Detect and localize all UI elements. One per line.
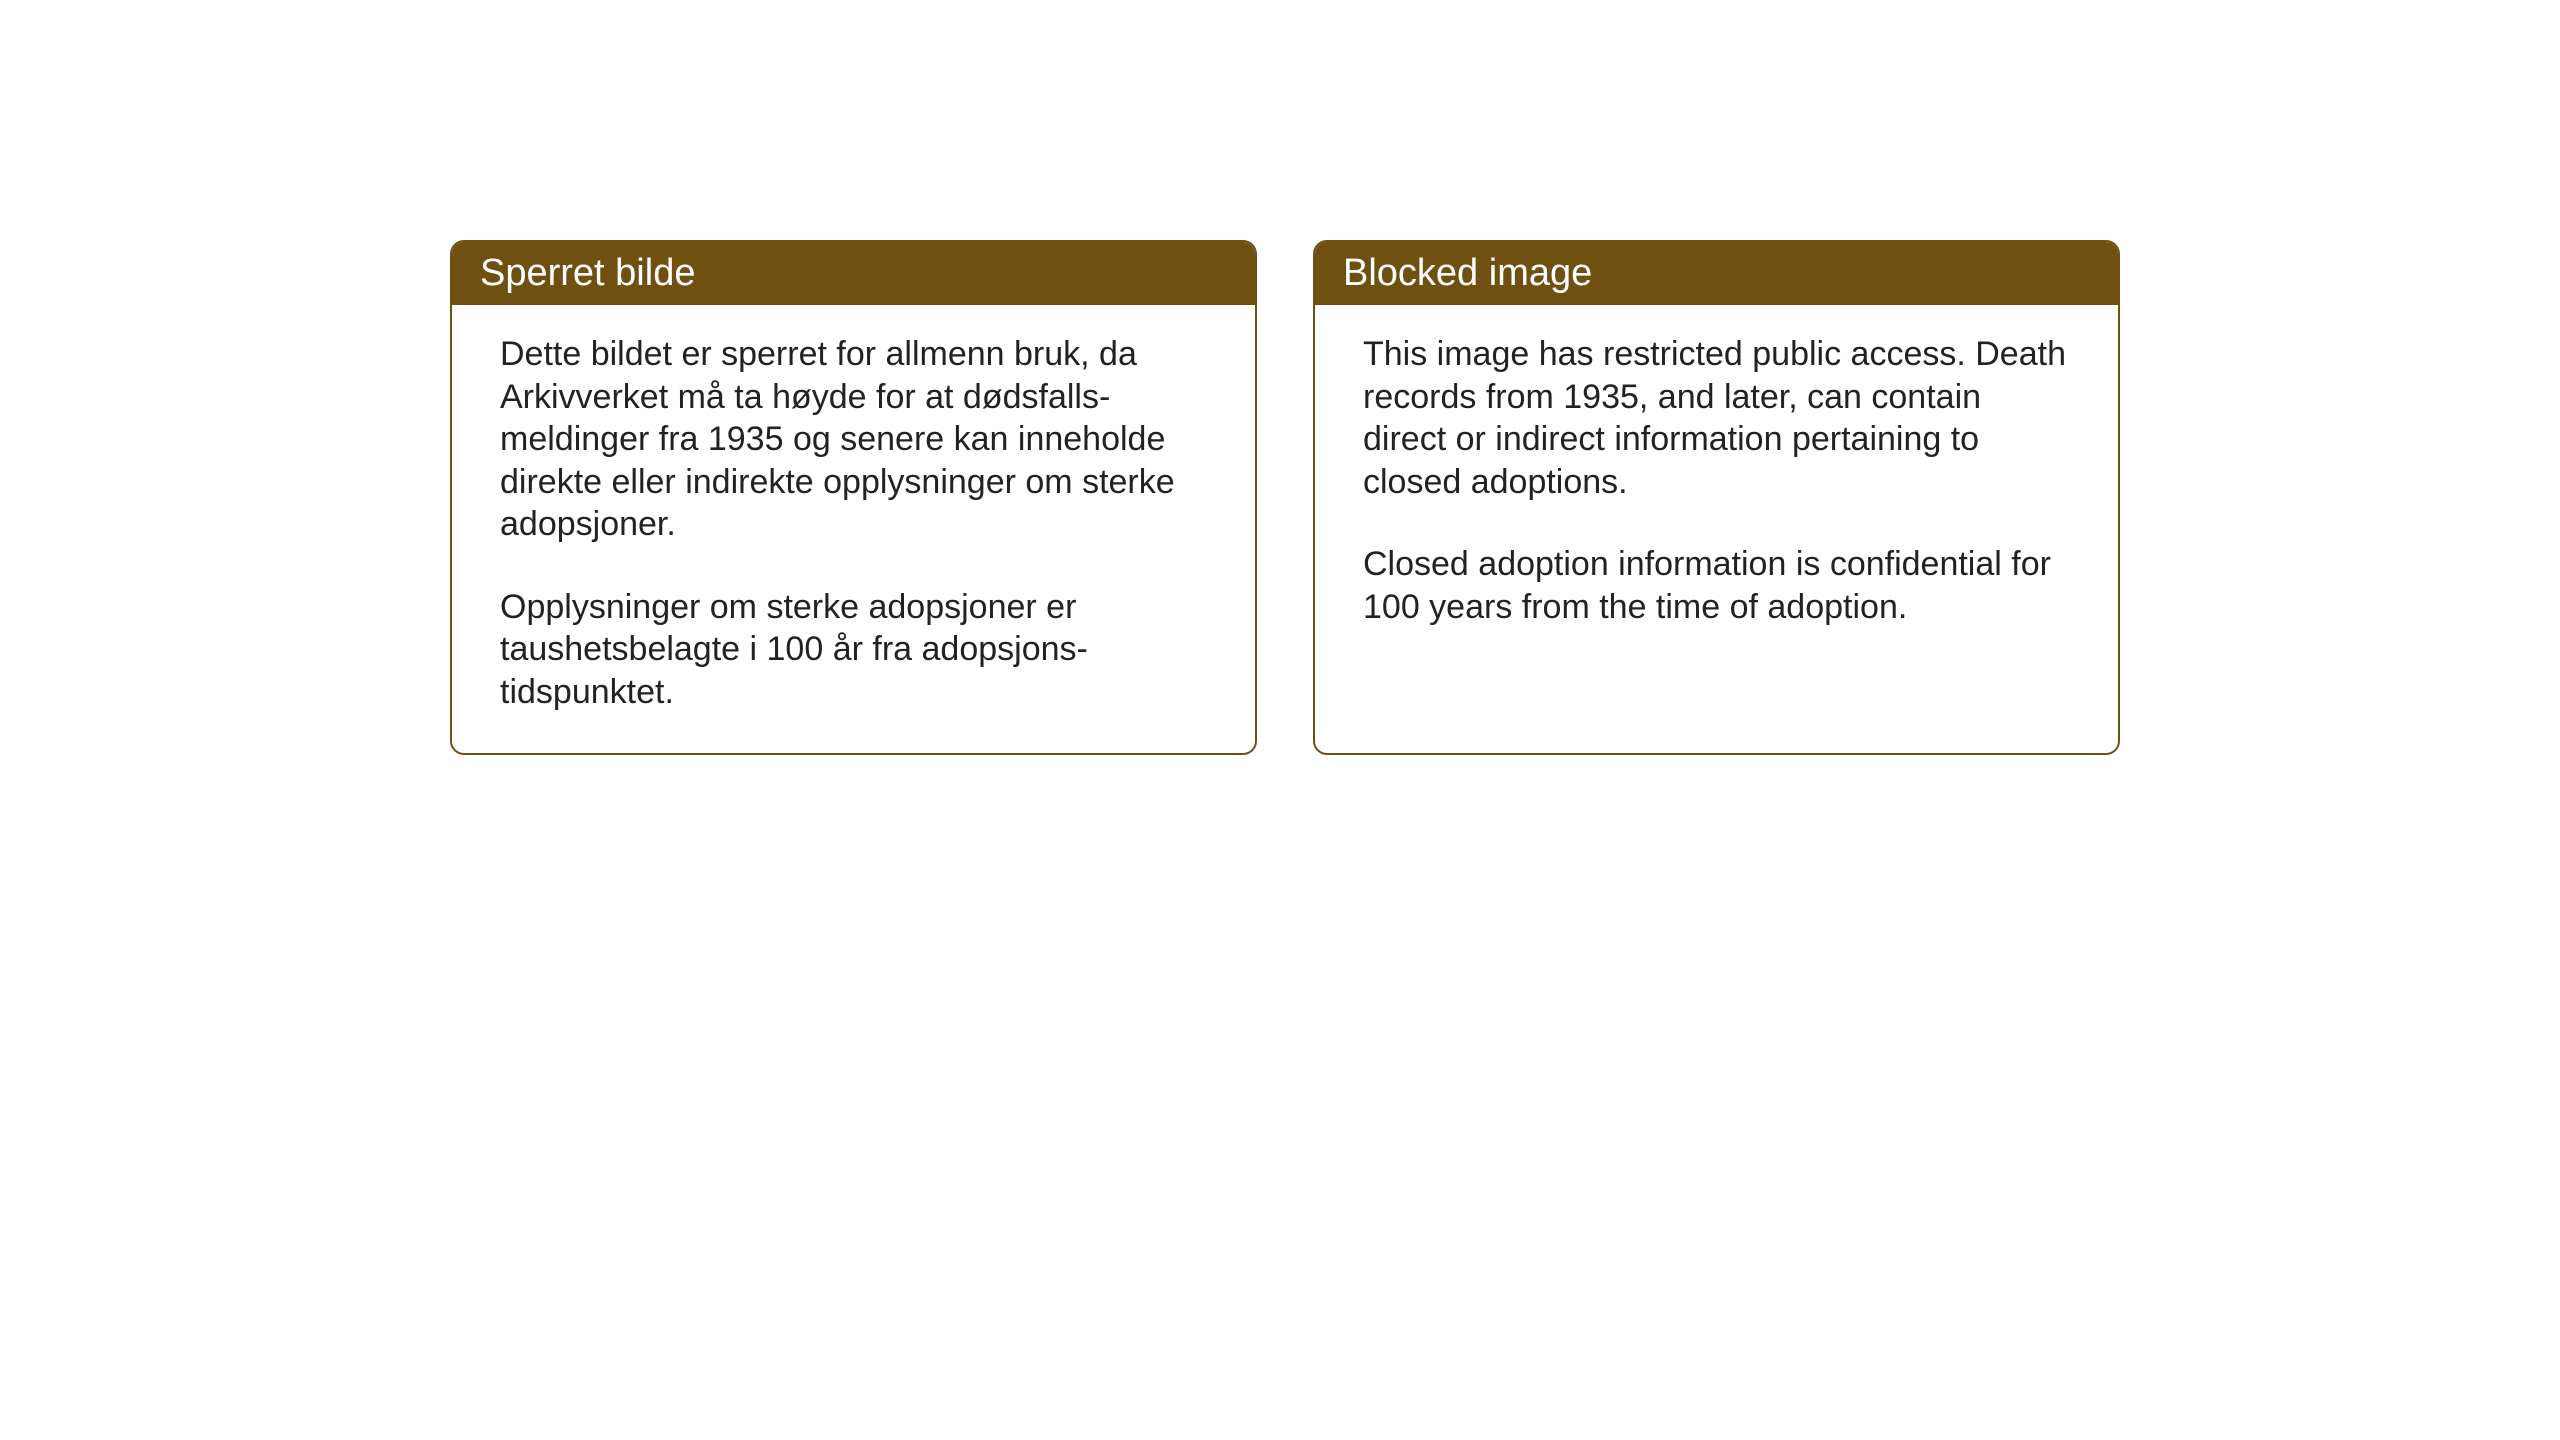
notice-body-norwegian: Dette bildet er sperret for allmenn bruk… (452, 305, 1255, 753)
notice-header-norwegian: Sperret bilde (452, 242, 1255, 305)
notice-paragraph-1-norwegian: Dette bildet er sperret for allmenn bruk… (500, 333, 1207, 546)
notice-paragraph-1-english: This image has restricted public access.… (1363, 333, 2070, 503)
notice-title-english: Blocked image (1343, 252, 1592, 294)
notice-card-norwegian: Sperret bilde Dette bildet er sperret fo… (450, 240, 1257, 755)
notice-container: Sperret bilde Dette bildet er sperret fo… (450, 240, 2120, 755)
notice-title-norwegian: Sperret bilde (480, 252, 695, 294)
notice-paragraph-2-norwegian: Opplysninger om sterke adopsjoner er tau… (500, 586, 1207, 714)
notice-header-english: Blocked image (1315, 242, 2118, 305)
notice-card-english: Blocked image This image has restricted … (1313, 240, 2120, 755)
notice-body-english: This image has restricted public access.… (1315, 305, 2118, 745)
notice-paragraph-2-english: Closed adoption information is confident… (1363, 543, 2070, 628)
